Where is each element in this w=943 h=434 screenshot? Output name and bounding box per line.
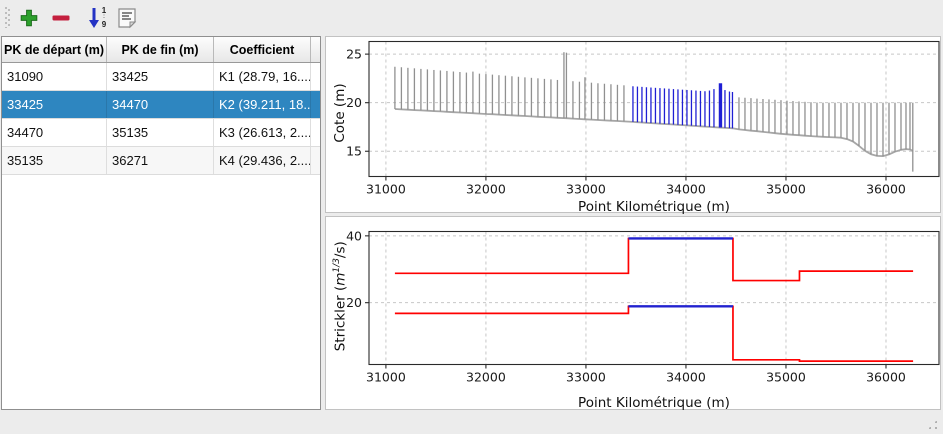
- svg-text:31000: 31000: [366, 182, 406, 197]
- cell-coefficient[interactable]: K4 (29.436, 2....: [214, 147, 311, 174]
- column-header-gutter: [311, 37, 320, 62]
- column-header-pk-depart[interactable]: PK de départ (m): [2, 37, 107, 62]
- strickler-x-axis-label: Point Kilométrique (m): [578, 395, 730, 411]
- plus-icon: [19, 8, 39, 28]
- svg-text:36000: 36000: [866, 370, 906, 385]
- cell-pk-depart[interactable]: 33425: [2, 91, 107, 118]
- cell-pk-depart[interactable]: 35135: [2, 147, 107, 174]
- strickler-chart: 31000 32000 33000 34000 35000 36000 20 40 Stric…: [325, 216, 941, 411]
- sort-button[interactable]: 1 : 9: [82, 5, 112, 30]
- toolbar-drag-handle[interactable]: [5, 7, 10, 28]
- cote-chart-canvas: 31000 32000 33000 34000 35000 36000 15 20 25: [346, 40, 940, 197]
- report-button[interactable]: [114, 5, 140, 30]
- cell-coefficient[interactable]: K1 (28.79, 16....: [214, 63, 311, 90]
- strickler-chart-canvas: 31000 32000 33000 34000 35000 36000 20 40: [346, 228, 940, 385]
- column-header-pk-fin[interactable]: PK de fin (m): [107, 37, 214, 62]
- column-header-coefficient[interactable]: Coefficient: [214, 37, 311, 62]
- cell-pk-fin[interactable]: 33425: [107, 63, 214, 90]
- minus-icon: [51, 8, 71, 28]
- table-row[interactable]: 34470 35135 K3 (26.613, 2....: [2, 119, 320, 147]
- svg-text:15: 15: [346, 144, 362, 159]
- document-icon: [116, 7, 138, 29]
- cote-x-axis-label: Point Kilométrique (m): [578, 199, 730, 215]
- sort-arrow-icon: [88, 7, 101, 29]
- table-row[interactable]: 31090 33425 K1 (28.79, 16....: [2, 63, 320, 91]
- cote-y-axis-label: Cote (m): [332, 83, 348, 143]
- svg-text:32000: 32000: [466, 182, 506, 197]
- svg-text:25: 25: [346, 47, 362, 62]
- svg-text:34000: 34000: [666, 370, 706, 385]
- cell-coefficient[interactable]: K2 (39.211, 18...: [214, 91, 311, 118]
- table-row[interactable]: 33425 34470 K2 (39.211, 18...: [2, 91, 320, 119]
- cell-pk-fin[interactable]: 35135: [107, 119, 214, 146]
- svg-text:34000: 34000: [666, 182, 706, 197]
- cote-chart: 31000 32000 33000 34000 35000 36000 15 20 25 Cot…: [325, 36, 941, 215]
- status-bar: [0, 410, 943, 434]
- table-header: PK de départ (m) PK de fin (m) Coefficie…: [2, 37, 320, 63]
- toolbar: 1 : 9: [0, 0, 943, 35]
- svg-text:33000: 33000: [566, 370, 606, 385]
- cell-gutter: [311, 119, 320, 146]
- svg-text:35000: 35000: [766, 370, 806, 385]
- sort-numbers: 1 : 9: [101, 5, 107, 29]
- svg-text:32000: 32000: [466, 370, 506, 385]
- add-button[interactable]: [16, 5, 42, 30]
- svg-text:20: 20: [346, 295, 362, 310]
- cell-pk-fin[interactable]: 36271: [107, 147, 214, 174]
- svg-text:35000: 35000: [766, 182, 806, 197]
- strickler-y-axis-label: Strickler (m1/3/s): [331, 241, 349, 352]
- cell-gutter: [311, 63, 320, 90]
- table-row[interactable]: 35135 36271 K4 (29.436, 2....: [2, 147, 320, 175]
- svg-text:40: 40: [346, 228, 362, 243]
- cell-gutter: [311, 147, 320, 174]
- cell-pk-fin[interactable]: 34470: [107, 91, 214, 118]
- svg-text:33000: 33000: [566, 182, 606, 197]
- remove-button[interactable]: [48, 5, 74, 30]
- friction-table: PK de départ (m) PK de fin (m) Coefficie…: [1, 36, 321, 410]
- svg-text:36000: 36000: [866, 182, 906, 197]
- cell-pk-depart[interactable]: 34470: [2, 119, 107, 146]
- cell-gutter: [311, 91, 320, 118]
- resize-grip[interactable]: [926, 418, 939, 431]
- cell-pk-depart[interactable]: 31090: [2, 63, 107, 90]
- friction-table-body: 31090 33425 K1 (28.79, 16.... 33425 34470 K2 …: [2, 63, 320, 175]
- svg-text:31000: 31000: [366, 370, 406, 385]
- cell-coefficient[interactable]: K3 (26.613, 2....: [214, 119, 311, 146]
- svg-text:20: 20: [346, 95, 362, 110]
